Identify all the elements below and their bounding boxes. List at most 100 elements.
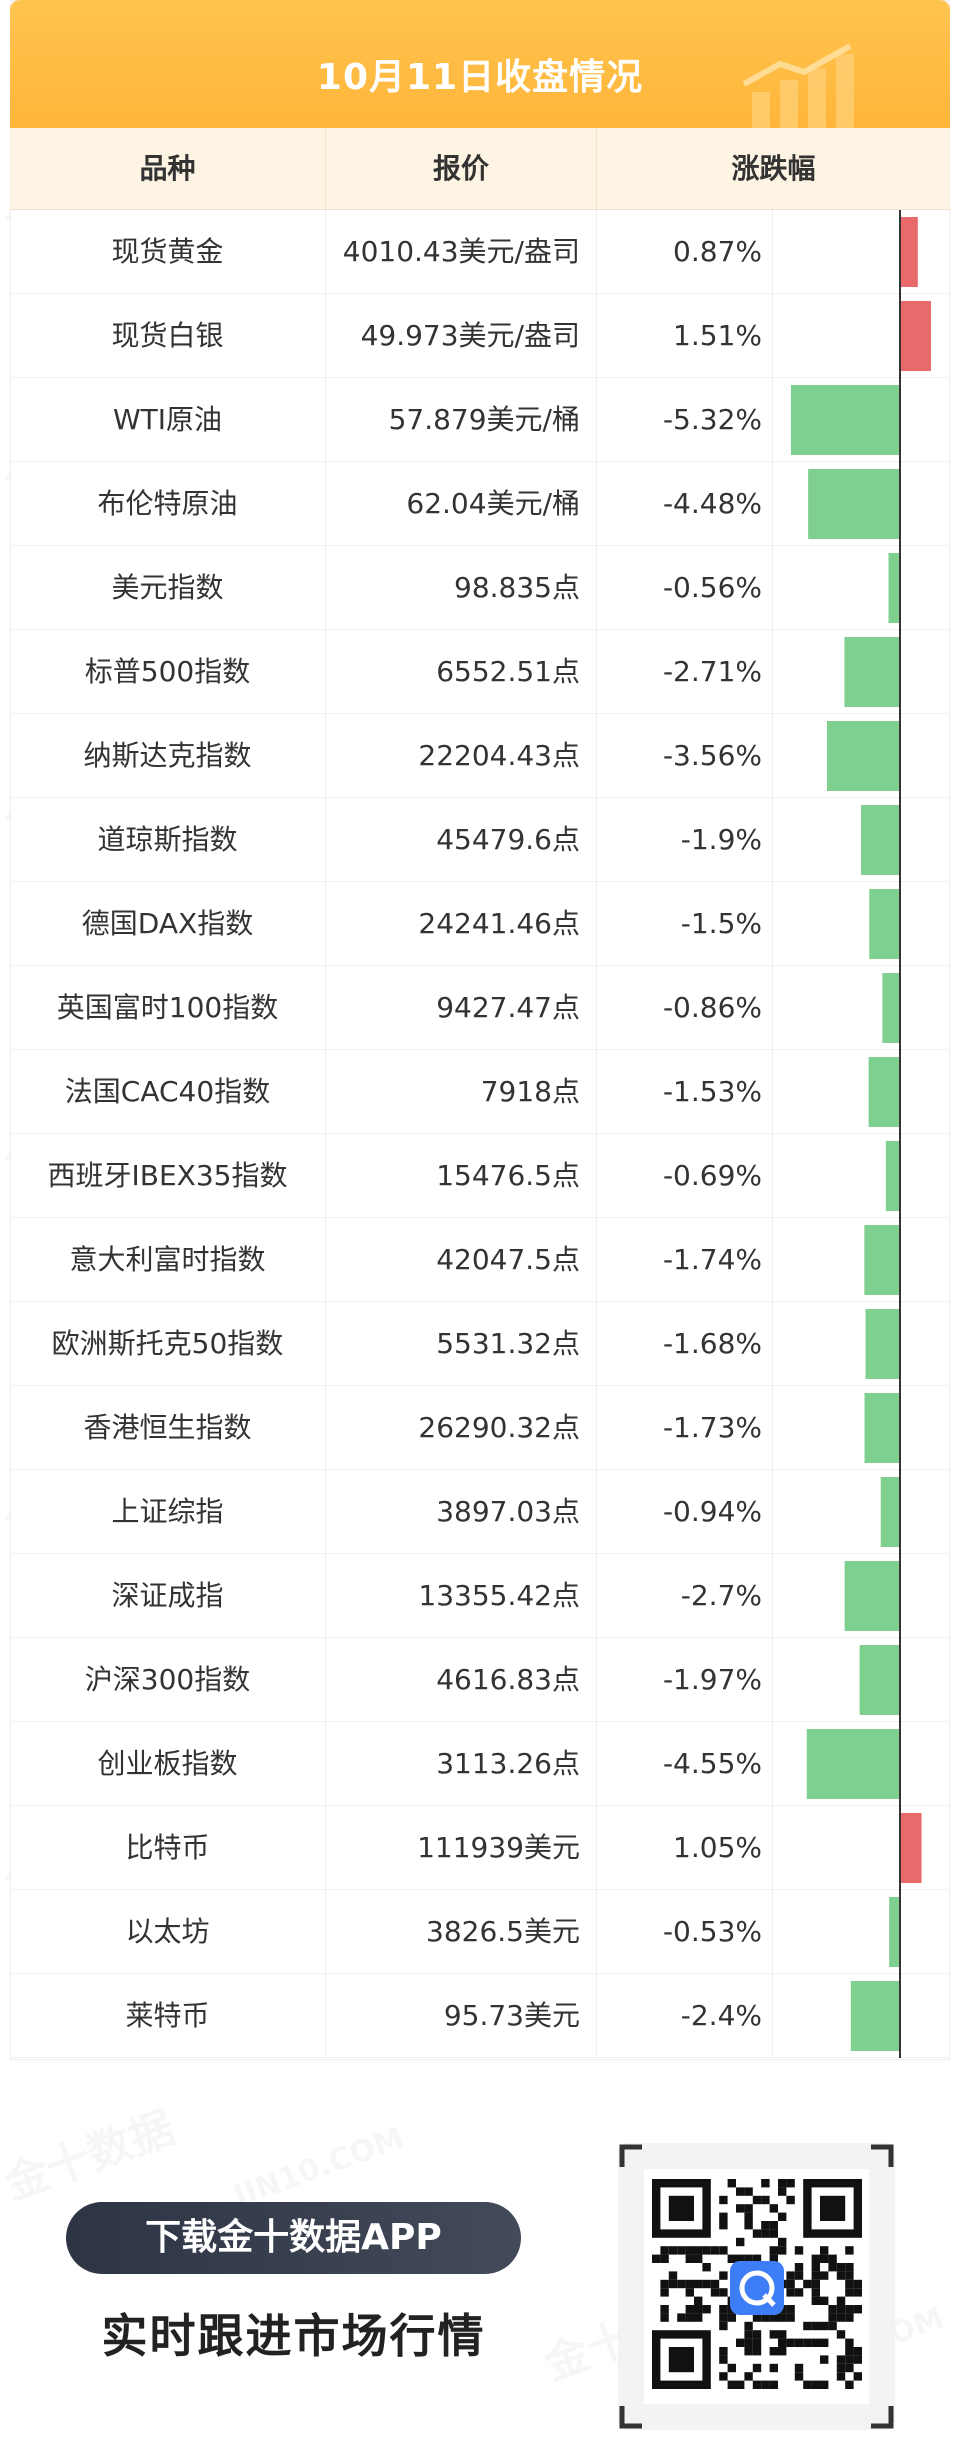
bar-美元指数 xyxy=(888,553,900,623)
header-name: 品种 xyxy=(139,152,196,185)
table-row: 沪深300指数 4616.83点 -1.97% xyxy=(10,1638,950,1722)
table-row: 现货白银 49.973美元/盎司 1.51% xyxy=(10,294,950,378)
bar-深证成指 xyxy=(844,1561,900,1631)
header-change: 涨跌幅 xyxy=(731,152,816,185)
row-change: -1.5% xyxy=(680,907,762,940)
footer-slogan: 实时跟进市场行情 xyxy=(101,2309,486,2363)
table-row: 意大利富时指数 42047.5点 -1.74% xyxy=(10,1218,950,1302)
watermark-domain: JIN10.COM xyxy=(229,2121,408,2215)
row-name: 西班牙IBEX35指数 xyxy=(47,1159,288,1192)
row-price: 45479.6点 xyxy=(436,823,580,856)
row-change: -1.97% xyxy=(662,1663,762,1696)
bar-现货黄金 xyxy=(900,217,918,287)
bar-以太坊 xyxy=(889,1897,900,1967)
row-price: 3826.5美元 xyxy=(426,1915,580,1948)
change-bar-chart xyxy=(790,210,931,2058)
table-row: 标普500指数 6552.51点 -2.71% xyxy=(10,630,950,714)
column-divider xyxy=(596,210,597,2058)
row-price: 95.73美元 xyxy=(443,1999,580,2032)
bar-现货白银 xyxy=(900,301,931,371)
row-price: 13355.42点 xyxy=(418,1579,580,1612)
bar-法国CAC40指数 xyxy=(868,1057,900,1127)
row-change: -1.9% xyxy=(680,823,762,856)
qr-code-icon[interactable] xyxy=(618,2143,895,2430)
row-change: -0.56% xyxy=(662,571,762,604)
row-price: 4616.83点 xyxy=(436,1663,580,1696)
page-title: 10月11日收盘情况 xyxy=(316,57,644,98)
row-price: 57.879美元/桶 xyxy=(388,403,580,436)
row-name: 深证成指 xyxy=(111,1579,224,1612)
bar-道琼斯指数 xyxy=(861,805,900,875)
table-row: 比特币 111939美元 1.05% xyxy=(10,1806,950,1890)
row-name: 布伦特原油 xyxy=(97,487,238,520)
row-name: 法国CAC40指数 xyxy=(64,1075,271,1108)
column-divider xyxy=(325,210,326,2058)
row-name: 美元指数 xyxy=(111,571,224,604)
row-name: 欧洲斯托克50指数 xyxy=(51,1327,284,1360)
bar-纳斯达克指数 xyxy=(827,721,900,791)
row-name: 沪深300指数 xyxy=(84,1663,251,1696)
table-row: 创业板指数 3113.26点 -4.55% xyxy=(10,1722,950,1806)
table-row: 纳斯达克指数 22204.43点 -3.56% xyxy=(10,714,950,798)
header-divider xyxy=(596,128,597,210)
table-row: 道琼斯指数 45479.6点 -1.9% xyxy=(10,798,950,882)
table-row: 布伦特原油 62.04美元/桶 -4.48% xyxy=(10,462,950,546)
row-change: -1.53% xyxy=(662,1075,762,1108)
row-price: 22204.43点 xyxy=(418,739,580,772)
row-name: 纳斯达克指数 xyxy=(83,739,252,772)
row-name: 创业板指数 xyxy=(97,1747,238,1780)
row-name: 莱特币 xyxy=(125,1999,210,2032)
row-price: 3113.26点 xyxy=(436,1747,580,1780)
row-name: 比特币 xyxy=(125,1831,210,1864)
row-change: -1.74% xyxy=(662,1243,762,1276)
column-divider xyxy=(772,210,773,2058)
row-name: 上证综指 xyxy=(111,1495,224,1528)
row-change: -2.4% xyxy=(680,1999,762,2032)
row-price: 6552.51点 xyxy=(436,655,580,688)
row-name: 道琼斯指数 xyxy=(97,823,238,856)
download-app-button[interactable]: 下载金十数据APP xyxy=(66,2202,521,2274)
row-change: -4.48% xyxy=(662,487,762,520)
bar-莱特币 xyxy=(850,1981,900,2051)
row-price: 42047.5点 xyxy=(436,1243,580,1276)
table-row: 以太坊 3826.5美元 -0.53% xyxy=(10,1890,950,1974)
header-price: 报价 xyxy=(432,152,489,185)
row-name: 以太坊 xyxy=(125,1915,210,1948)
row-price: 4010.43美元/盎司 xyxy=(342,235,580,268)
table-row: 西班牙IBEX35指数 15476.5点 -0.69% xyxy=(10,1134,950,1218)
bar-西班牙IBEX35指数 xyxy=(885,1141,900,1211)
row-price: 5531.32点 xyxy=(436,1327,580,1360)
row-price: 3897.03点 xyxy=(436,1495,580,1528)
row-name: 意大利富时指数 xyxy=(69,1243,266,1276)
bar-德国DAX指数 xyxy=(869,889,900,959)
row-change: -0.69% xyxy=(662,1159,762,1192)
row-name: 标普500指数 xyxy=(84,655,251,688)
row-change: -0.94% xyxy=(662,1495,762,1528)
table-row: 法国CAC40指数 7918点 -1.53% xyxy=(10,1050,950,1134)
bar-创业板指数 xyxy=(806,1729,900,1799)
row-change: -3.56% xyxy=(662,739,762,772)
row-name: WTI原油 xyxy=(112,403,223,436)
table-row: 美元指数 98.835点 -0.56% xyxy=(10,546,950,630)
row-name: 现货白银 xyxy=(111,319,224,352)
row-change: -2.71% xyxy=(662,655,762,688)
bar-意大利富时指数 xyxy=(864,1225,900,1295)
bar-WTI原油 xyxy=(790,385,900,455)
row-price: 49.973美元/盎司 xyxy=(360,319,580,352)
row-price: 7918点 xyxy=(480,1075,580,1108)
row-change: -5.32% xyxy=(662,403,762,436)
row-change: -4.55% xyxy=(662,1747,762,1780)
row-price: 111939美元 xyxy=(417,1831,580,1864)
row-price: 15476.5点 xyxy=(436,1159,580,1192)
row-change: -0.86% xyxy=(662,991,762,1024)
bar-香港恒生指数 xyxy=(864,1393,900,1463)
table-row: 德国DAX指数 24241.46点 -1.5% xyxy=(10,882,950,966)
table-header: 品种 报价 涨跌幅 xyxy=(10,128,950,210)
row-name: 德国DAX指数 xyxy=(81,907,254,940)
row-change: 1.05% xyxy=(673,1831,762,1864)
row-change: -0.53% xyxy=(662,1915,762,1948)
row-price: 24241.46点 xyxy=(418,907,580,940)
row-change: 0.87% xyxy=(673,235,762,268)
title-bar: 10月11日收盘情况 xyxy=(10,0,950,128)
header-divider xyxy=(325,128,326,210)
